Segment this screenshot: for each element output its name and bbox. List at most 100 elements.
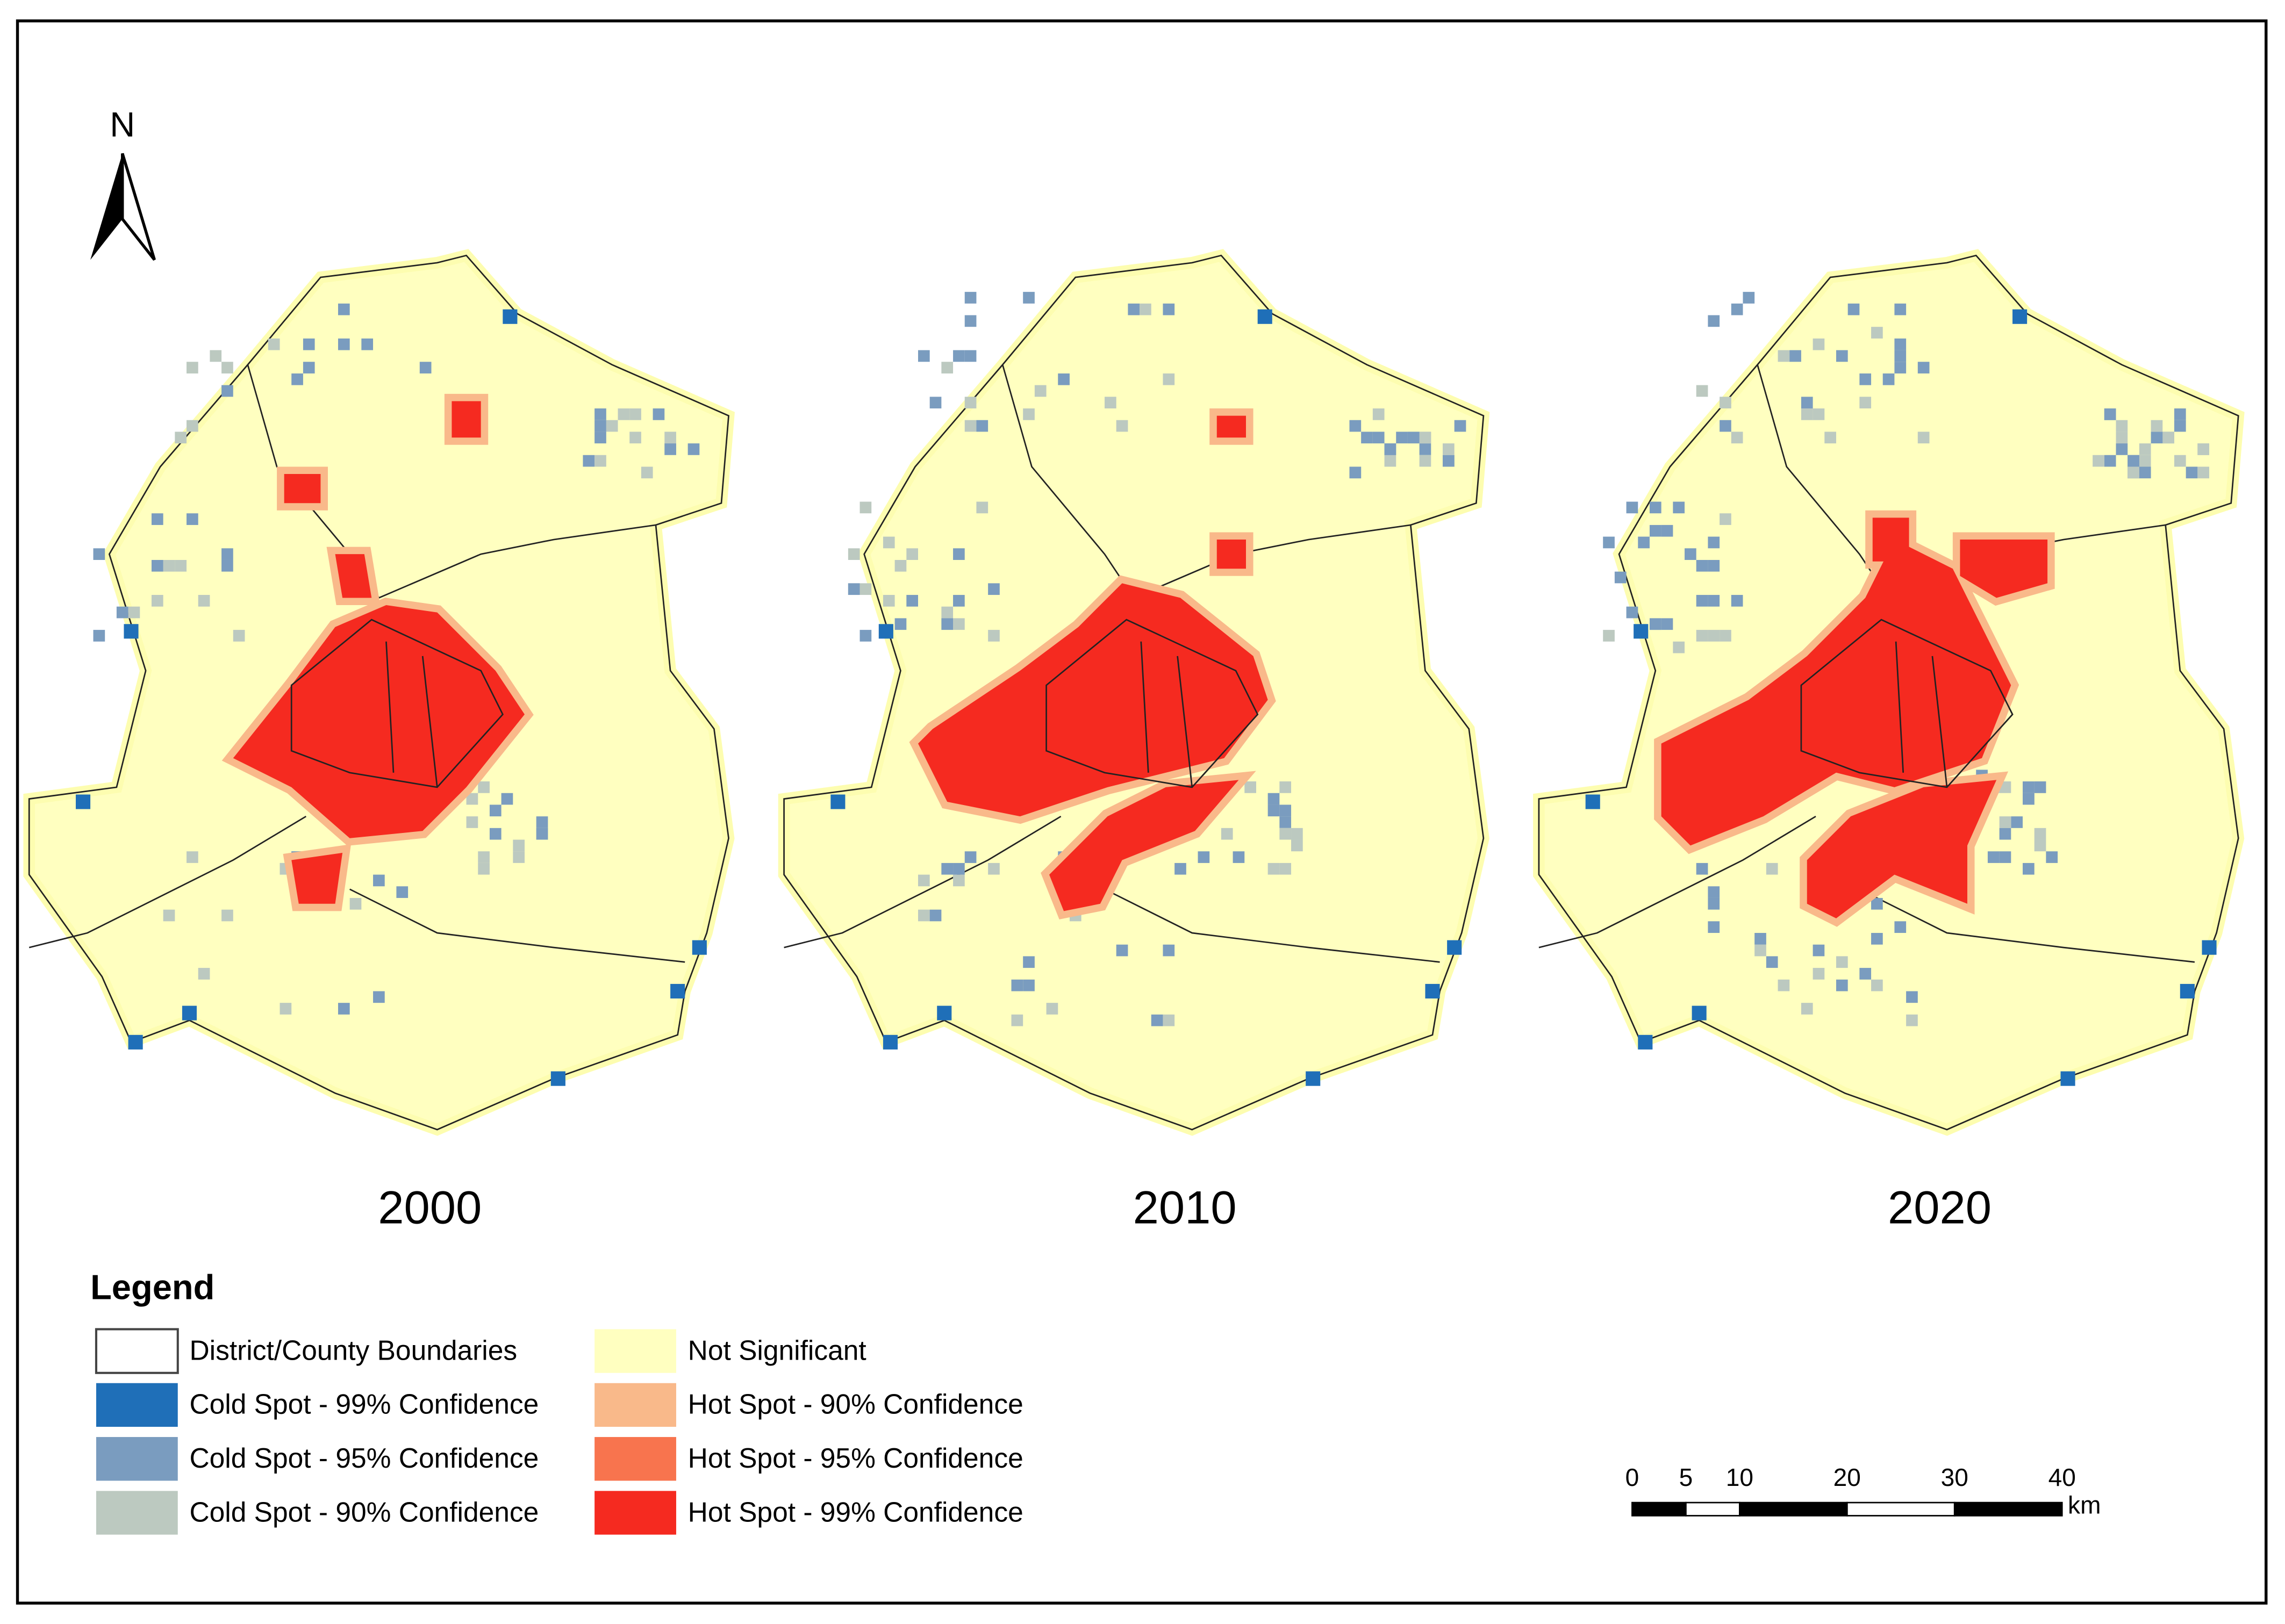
cold-spot xyxy=(918,350,930,362)
cold-spot xyxy=(1396,432,1408,444)
cold-spot xyxy=(466,793,478,805)
cold-spot xyxy=(2034,839,2046,852)
cold-spot xyxy=(338,338,350,350)
cold-spot xyxy=(1279,828,1292,840)
cold-spot xyxy=(670,983,685,999)
cold-spot xyxy=(1447,940,1462,955)
cold-spot xyxy=(1614,571,1627,584)
cold-spot xyxy=(1140,303,1151,315)
cold-spot xyxy=(2116,443,2128,455)
cold-spot xyxy=(1585,794,1600,809)
cold-spot xyxy=(338,303,350,315)
cold-spot xyxy=(513,839,525,852)
cold-spot xyxy=(1163,373,1175,385)
cold-spot xyxy=(2104,455,2116,467)
cold-spot xyxy=(1696,595,1708,607)
scale-segment xyxy=(1631,1501,1687,1517)
cold-spot xyxy=(1267,804,1280,817)
cold-spot xyxy=(2012,309,2028,324)
cold-spot xyxy=(489,804,502,817)
scale-label: 5 xyxy=(1679,1463,1693,1491)
cold-spot xyxy=(859,630,872,642)
cold-spot xyxy=(2139,455,2151,467)
cold-spot xyxy=(2023,863,2035,875)
cold-spot xyxy=(182,1005,197,1021)
cold-spot xyxy=(1384,443,1396,455)
cold-spot xyxy=(373,991,385,1003)
map-panel: 2000 xyxy=(29,255,728,1234)
cold-spot xyxy=(1894,921,1907,933)
cold-spot xyxy=(1267,793,1280,805)
cold-spot xyxy=(1692,1005,1707,1021)
cold-spot xyxy=(664,432,676,444)
cold-spot xyxy=(941,863,954,875)
cold-spot xyxy=(1708,921,1720,933)
map-panel: 2020 xyxy=(1539,255,2238,1234)
cold-spot xyxy=(1720,513,1731,525)
cold-spot xyxy=(1361,432,1373,444)
scale-segment xyxy=(1846,1501,1955,1517)
cold-spot xyxy=(976,501,989,514)
cold-spot xyxy=(221,559,233,572)
cold-spot xyxy=(2034,781,2046,793)
cold-spot xyxy=(964,420,977,432)
cold-spot xyxy=(221,362,233,373)
cold-spot xyxy=(1708,886,1720,898)
cold-spot xyxy=(1661,524,1673,537)
hot-spot xyxy=(918,415,1268,911)
cold-spot xyxy=(1720,397,1731,409)
cold-spot xyxy=(1778,979,1790,991)
cold-spot xyxy=(1163,1014,1175,1026)
cold-spot xyxy=(163,909,175,922)
cold-spot xyxy=(953,863,965,875)
cold-spot xyxy=(93,630,105,642)
cold-spot xyxy=(2186,466,2198,479)
cold-spot xyxy=(187,362,198,373)
cold-spot xyxy=(964,315,977,327)
cold-spot xyxy=(2128,455,2139,467)
map-year: 2010 xyxy=(1133,1182,1237,1234)
cold-spot xyxy=(1419,432,1431,444)
cold-spot xyxy=(964,851,977,863)
north-arrow xyxy=(90,153,123,260)
cold-spot xyxy=(1720,630,1731,642)
cold-spot xyxy=(1906,1014,1918,1026)
cold-spot xyxy=(2180,983,2195,999)
cold-spot xyxy=(1766,863,1778,875)
cold-spot xyxy=(1279,781,1292,793)
cold-spot xyxy=(953,595,965,607)
cold-spot xyxy=(1603,630,1615,642)
cold-spot xyxy=(1023,979,1035,991)
cold-spot xyxy=(1836,956,1848,968)
cold-spot xyxy=(2023,781,2035,793)
cold-spot xyxy=(1279,816,1292,828)
cold-spot xyxy=(894,559,907,572)
cold-spot xyxy=(513,851,525,863)
cold-spot xyxy=(1023,956,1035,968)
legend-label: Hot Spot - 99% Confidence xyxy=(688,1496,1023,1527)
cold-spot xyxy=(1708,630,1720,642)
cold-spot xyxy=(187,851,198,863)
cold-spot xyxy=(2162,432,2174,444)
cold-spot xyxy=(2128,466,2139,479)
cold-spot xyxy=(1634,624,1649,639)
cold-spot xyxy=(1894,350,1907,362)
cold-spot xyxy=(1163,944,1175,957)
legend-label: Hot Spot - 90% Confidence xyxy=(688,1389,1023,1420)
legend-swatch xyxy=(594,1383,676,1427)
cold-spot xyxy=(478,863,490,875)
cold-spot xyxy=(1778,350,1790,362)
cold-spot xyxy=(1696,630,1708,642)
scale-label: 0 xyxy=(1625,1463,1639,1491)
cold-spot xyxy=(1894,362,1907,373)
cold-spot xyxy=(1708,315,1720,327)
cold-spot xyxy=(221,909,233,922)
cold-spot xyxy=(1116,944,1128,957)
cold-spot xyxy=(1384,455,1396,467)
cold-spot xyxy=(1685,548,1696,560)
legend-title: Legend xyxy=(90,1267,214,1306)
cold-spot xyxy=(151,595,163,607)
cold-spot xyxy=(594,420,606,432)
cold-spot xyxy=(1801,1003,1813,1015)
